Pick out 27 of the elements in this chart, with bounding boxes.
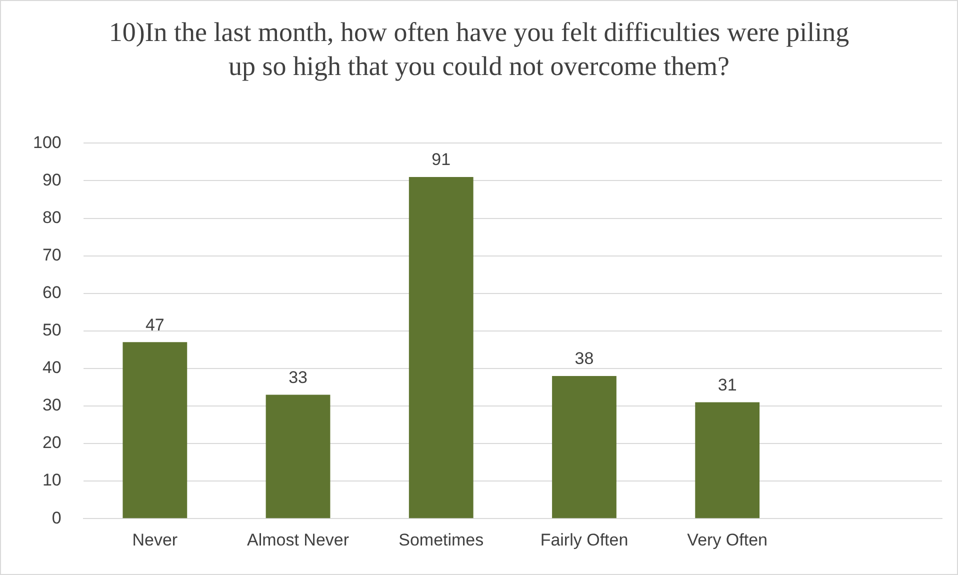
data-label: 47 [145,315,164,334]
x-tick-label: Fairly Often [540,530,628,550]
x-tick-label: Very Often [687,530,768,550]
y-tick-label: 30 [42,396,62,415]
bar [408,176,474,518]
chart-title: 10)In the last month, how often have you felt difficulties were piling up so high that you could not overcome them? [108,16,850,83]
y-tick-label: 70 [42,246,62,265]
y-tick-label: 10 [42,470,62,490]
y-tick-label: 0 [52,508,62,528]
y-tick-label: 80 [42,208,62,227]
y-tick-label: 90 [42,170,62,190]
x-tick-label: Never [132,530,178,550]
x-tick-label: Almost Never [247,530,350,550]
data-label: 38 [574,349,594,368]
y-tick-label: 60 [42,283,62,302]
data-label: 91 [432,150,451,170]
data-label: 31 [718,375,737,394]
data-label: 33 [288,368,308,387]
bar [695,402,760,518]
bar [552,376,616,518]
y-tick-label: 20 [42,433,62,452]
y-tick-label: 100 [32,132,62,152]
x-tick-label: Sometimes [398,530,484,550]
y-tick-label: 40 [42,358,62,378]
y-tick-label: 50 [42,320,62,340]
bar [266,394,330,518]
bar [122,342,188,518]
